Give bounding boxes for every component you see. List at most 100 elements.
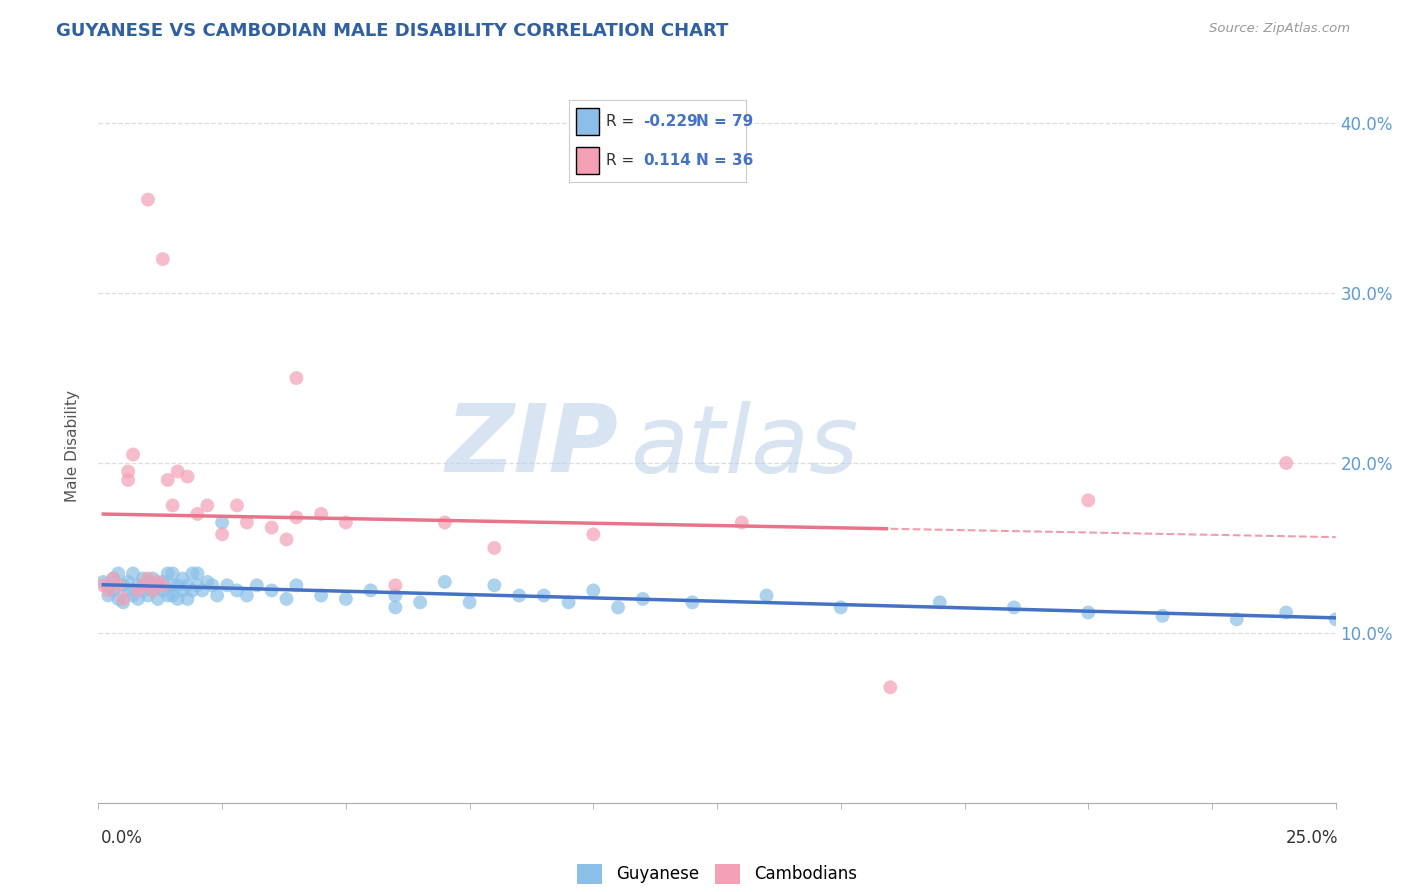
Point	[186, 566, 208, 581]
Point	[142, 572, 165, 586]
Point	[93, 578, 115, 592]
Point	[1002, 600, 1025, 615]
Point	[122, 566, 145, 581]
Text: N = 36: N = 36	[696, 153, 754, 168]
Point	[152, 578, 174, 592]
Point	[176, 578, 198, 592]
Point	[1226, 612, 1249, 626]
Point	[830, 600, 852, 615]
Point	[117, 583, 139, 598]
Point	[112, 578, 135, 592]
Point	[112, 591, 135, 606]
Point	[146, 574, 169, 589]
Point	[335, 516, 357, 530]
Point	[309, 589, 332, 603]
Point	[107, 578, 129, 592]
Point	[117, 473, 139, 487]
Point	[97, 589, 120, 603]
Point	[176, 469, 198, 483]
Point	[136, 574, 159, 589]
Point	[285, 371, 308, 385]
Point	[582, 583, 605, 598]
Point	[409, 595, 432, 609]
Point	[201, 578, 224, 592]
Point	[582, 527, 605, 541]
Point	[166, 465, 188, 479]
Point	[226, 499, 249, 513]
Point	[166, 591, 188, 606]
Point	[152, 574, 174, 589]
Point	[107, 591, 129, 606]
Point	[117, 574, 139, 589]
Point	[103, 583, 125, 598]
Point	[335, 591, 357, 606]
Point	[1275, 606, 1298, 620]
Point	[236, 516, 259, 530]
Point	[731, 516, 754, 530]
Text: 0.114: 0.114	[643, 153, 690, 168]
Point	[195, 574, 218, 589]
Point	[433, 516, 456, 530]
Point	[103, 572, 125, 586]
Point	[186, 507, 208, 521]
Point	[127, 591, 149, 606]
Text: R =: R =	[606, 153, 634, 168]
Point	[107, 566, 129, 581]
Point	[122, 448, 145, 462]
Point	[226, 583, 249, 598]
Point	[879, 680, 901, 694]
Point	[136, 578, 159, 592]
Point	[112, 595, 135, 609]
Point	[146, 591, 169, 606]
Point	[97, 578, 120, 592]
Point	[181, 583, 204, 598]
Point	[136, 589, 159, 603]
Point	[309, 507, 332, 521]
Point	[132, 572, 155, 586]
Point	[1077, 493, 1099, 508]
Point	[384, 600, 406, 615]
Point	[127, 583, 149, 598]
Point	[1324, 612, 1347, 626]
Point	[156, 589, 179, 603]
Point	[97, 583, 120, 598]
Point	[136, 572, 159, 586]
Text: N = 79: N = 79	[696, 114, 754, 129]
Point	[1077, 606, 1099, 620]
Point	[484, 578, 506, 592]
Text: atlas: atlas	[630, 401, 859, 491]
Text: -0.229: -0.229	[643, 114, 697, 129]
Point	[260, 520, 283, 534]
Point	[195, 499, 218, 513]
Point	[162, 589, 184, 603]
Text: 0.0%: 0.0%	[101, 829, 143, 847]
Point	[681, 595, 703, 609]
FancyBboxPatch shape	[575, 146, 599, 174]
Point	[384, 578, 406, 592]
Point	[136, 193, 159, 207]
Point	[755, 589, 778, 603]
Point	[1275, 456, 1298, 470]
Point	[162, 499, 184, 513]
Point	[928, 595, 950, 609]
Point	[458, 595, 481, 609]
Point	[557, 595, 579, 609]
Text: Source: ZipAtlas.com: Source: ZipAtlas.com	[1209, 22, 1350, 36]
Point	[211, 527, 233, 541]
Point	[360, 583, 382, 598]
Point	[205, 589, 228, 603]
Point	[631, 591, 654, 606]
Point	[132, 578, 155, 592]
Point	[285, 510, 308, 524]
Point	[142, 583, 165, 598]
Point	[384, 589, 406, 603]
Text: GUYANESE VS CAMBODIAN MALE DISABILITY CORRELATION CHART: GUYANESE VS CAMBODIAN MALE DISABILITY CO…	[56, 22, 728, 40]
Text: R =: R =	[606, 114, 634, 129]
Y-axis label: Male Disability: Male Disability	[65, 390, 80, 502]
Point	[93, 574, 115, 589]
Point	[186, 578, 208, 592]
Point	[122, 589, 145, 603]
Point	[433, 574, 456, 589]
Point	[152, 252, 174, 266]
Point	[152, 583, 174, 598]
